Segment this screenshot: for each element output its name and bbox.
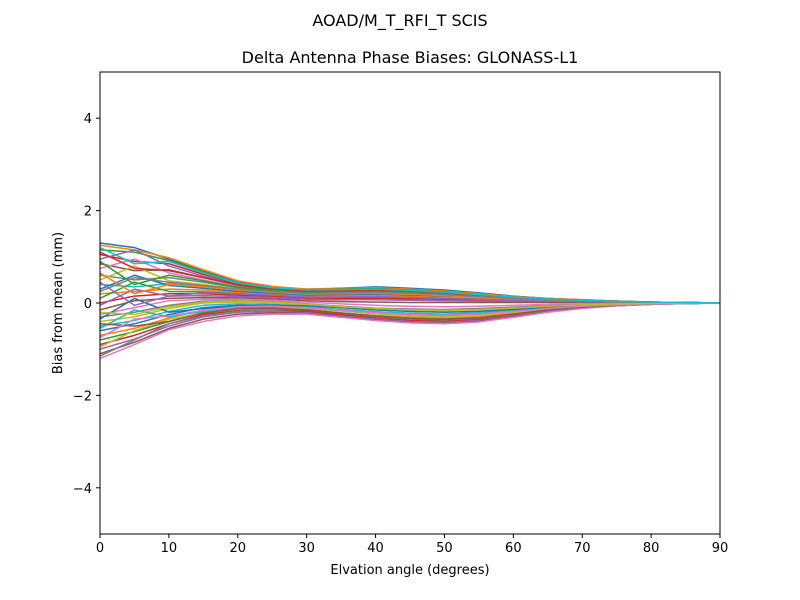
- x-tick-label: 10: [161, 541, 178, 556]
- x-tick-label: 30: [298, 541, 315, 556]
- y-tick-label: 4: [84, 112, 92, 127]
- y-tick-label: −4: [73, 482, 92, 497]
- series-layer: [100, 242, 720, 360]
- y-tick-label: −2: [73, 389, 92, 404]
- x-tick-label: 70: [574, 541, 591, 556]
- x-axis-label: Elvation angle (degrees): [330, 563, 489, 578]
- x-tick-label: 50: [436, 541, 453, 556]
- x-axis: 0 10 20 30 40 50 60 70 80 90: [96, 534, 728, 556]
- series-line-40: [100, 246, 720, 304]
- x-tick-label: 90: [712, 541, 729, 556]
- x-tick-label: 20: [230, 541, 247, 556]
- x-tick-label: 40: [367, 541, 384, 556]
- x-tick-label: 80: [643, 541, 660, 556]
- y-tick-label: 2: [84, 205, 92, 220]
- y-tick-label: 0: [84, 297, 92, 312]
- chart-title: Delta Antenna Phase Biases: GLONASS-L1: [242, 48, 579, 67]
- x-tick-label: 0: [96, 541, 104, 556]
- series-line-37: [100, 302, 720, 339]
- figure-suptitle: AOAD/M_T_RFI_T SCIS: [312, 11, 487, 31]
- series-line-39: [100, 300, 720, 316]
- x-tick-label: 60: [505, 541, 522, 556]
- y-axis: −4 −2 0 2 4: [73, 112, 100, 497]
- y-axis-label: Bias from mean (mm): [51, 232, 66, 374]
